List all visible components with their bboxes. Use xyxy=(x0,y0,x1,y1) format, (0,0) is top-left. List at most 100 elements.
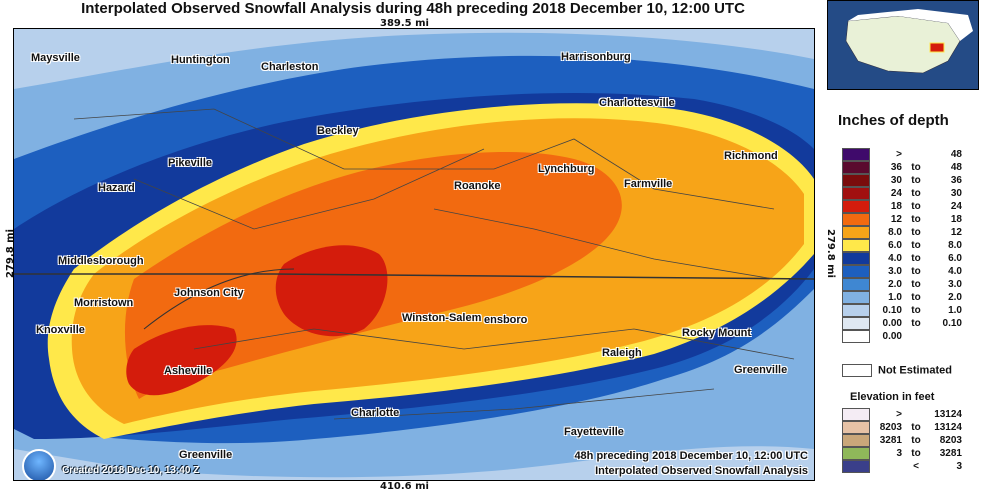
legend-to-label: to xyxy=(911,422,921,433)
legend-hi-label: 24 xyxy=(950,201,962,212)
legend-row: 0.00 xyxy=(842,330,982,343)
city-label: Morristown xyxy=(74,297,134,309)
legend-lo-label: 36 xyxy=(890,162,902,173)
legend-swatch xyxy=(842,148,870,161)
legend-swatch xyxy=(842,213,870,226)
map-footer-caption: 48h preceding 2018 December 10, 12:00 UT… xyxy=(574,449,808,479)
legend-row: 3 to 3281 xyxy=(842,447,982,460)
legend-hi-label: 0.10 xyxy=(942,318,962,329)
legend-row: 3.0 to 4.0 xyxy=(842,265,982,278)
city-label: Raleigh xyxy=(602,347,642,359)
legend-swatch xyxy=(842,187,870,200)
city-label: Charleston xyxy=(261,61,319,73)
legend-lo-label: 4.0 xyxy=(888,253,902,264)
legend-to-label: to xyxy=(911,305,921,316)
elevation-legend: >13124 8203 to 13124 3281 to 8203 3 to 3281 <3 xyxy=(842,408,982,473)
legend-swatch xyxy=(842,304,870,317)
legend-lo-label: 0.00 xyxy=(882,318,902,329)
legend-lo-label: 0.00 xyxy=(882,331,902,342)
legend-swatch xyxy=(842,447,870,460)
legend-to-label: to xyxy=(911,448,921,459)
legend-swatch xyxy=(842,174,870,187)
created-timestamp: Created 2018 Dec 10, 13:40 Z xyxy=(62,465,200,476)
snow-depth-legend: >48 36 to 48 30 to 36 24 to 30 18 to 24 12 to 18 8.0 to 12… xyxy=(842,148,982,343)
legend-hi-label: 4.0 xyxy=(948,266,962,277)
legend-hi-label: 2.0 xyxy=(948,292,962,303)
us-locator-inset xyxy=(827,0,979,90)
legend-hi-label: 18 xyxy=(950,214,962,225)
city-label: Huntington xyxy=(171,54,230,66)
legend-row: 4.0 to 6.0 xyxy=(842,252,982,265)
legend-swatch xyxy=(842,408,870,421)
legend-lo-label: > xyxy=(896,149,902,160)
city-label: Winston-Salem xyxy=(402,312,482,324)
city-label: Charlotte xyxy=(351,407,400,419)
city-label: Rocky Mount xyxy=(682,327,752,339)
legend-row: 24 to 30 xyxy=(842,187,982,200)
legend-lo-label: 6.0 xyxy=(888,240,902,251)
legend-hi-label: 3 xyxy=(956,461,962,472)
legend-swatch xyxy=(842,226,870,239)
legend-row: 8.0 to 12 xyxy=(842,226,982,239)
legend-to-label: to xyxy=(911,162,921,173)
legend-to-label: to xyxy=(911,227,921,238)
legend-title: Inches of depth xyxy=(838,112,949,129)
legend-row: 3281 to 8203 xyxy=(842,434,982,447)
city-label: ensboro xyxy=(484,314,528,326)
not-estimated-label: Not Estimated xyxy=(878,364,952,377)
city-label: Greenville xyxy=(734,364,788,376)
right-distance-label: 279.8 mi xyxy=(824,229,836,278)
city-label: Asheville xyxy=(164,365,213,377)
legend-lo-label: 18 xyxy=(890,201,902,212)
legend-to-label: to xyxy=(911,201,921,212)
legend-row: 2.0 to 3.0 xyxy=(842,278,982,291)
legend-swatch xyxy=(842,460,870,473)
legend-lo-label: 30 xyxy=(890,175,902,186)
city-label: Pikeville xyxy=(168,157,213,169)
legend-lo-label: 3281 xyxy=(879,435,902,446)
legend-swatch xyxy=(842,421,870,434)
legend-swatch xyxy=(842,317,870,330)
legend-swatch xyxy=(842,291,870,304)
city-label: Hazard xyxy=(98,182,135,194)
legend-row: 18 to 24 xyxy=(842,200,982,213)
legend-lo-label: 3.0 xyxy=(888,266,902,277)
legend-to-label: to xyxy=(911,175,921,186)
not-estimated-legend-item: Not Estimated xyxy=(842,364,952,377)
legend-to-label: to xyxy=(911,188,921,199)
city-label: Farmville xyxy=(624,178,673,190)
legend-to-label: to xyxy=(911,266,921,277)
snowfall-raster xyxy=(14,29,814,480)
not-estimated-swatch xyxy=(842,364,872,377)
legend-lo-label: 8.0 xyxy=(888,227,902,238)
legend-lo-label: 2.0 xyxy=(888,279,902,290)
legend-lo-label: 0.10 xyxy=(882,305,902,316)
city-label: Charlottesville xyxy=(599,97,675,109)
legend-lo-label: > xyxy=(896,409,902,420)
legend-hi-label: 1.0 xyxy=(948,305,962,316)
legend-hi-label: 48 xyxy=(950,162,962,173)
legend-row: 36 to 48 xyxy=(842,161,982,174)
footer-period: 48h preceding 2018 December 10, 12:00 UT… xyxy=(574,450,808,462)
legend-row: >13124 xyxy=(842,408,982,421)
legend-hi-label: 3281 xyxy=(939,448,962,459)
legend-row: 6.0 to 8.0 xyxy=(842,239,982,252)
legend-row: 8203 to 13124 xyxy=(842,421,982,434)
legend-swatch xyxy=(842,161,870,174)
footer-product: Interpolated Observed Snowfall Analysis xyxy=(595,465,808,477)
legend-to-label: to xyxy=(911,240,921,251)
city-label: Greenville xyxy=(179,449,233,461)
snowfall-map[interactable]: Maysville Huntington Charleston Harrison… xyxy=(13,28,815,481)
city-label: Harrisonburg xyxy=(561,51,631,63)
legend-swatch xyxy=(842,200,870,213)
city-label: Maysville xyxy=(31,52,80,64)
legend-to-label: < xyxy=(913,461,919,472)
legend-lo-label: 1.0 xyxy=(888,292,902,303)
map-title: Interpolated Observed Snowfall Analysis … xyxy=(81,0,745,17)
bottom-distance-label: 410.6 mi xyxy=(380,481,429,492)
city-label: Knoxville xyxy=(36,324,85,336)
legend-to-label: to xyxy=(911,292,921,303)
legend-hi-label: 13124 xyxy=(934,422,962,433)
legend-row: 1.0 to 2.0 xyxy=(842,291,982,304)
legend-swatch xyxy=(842,239,870,252)
